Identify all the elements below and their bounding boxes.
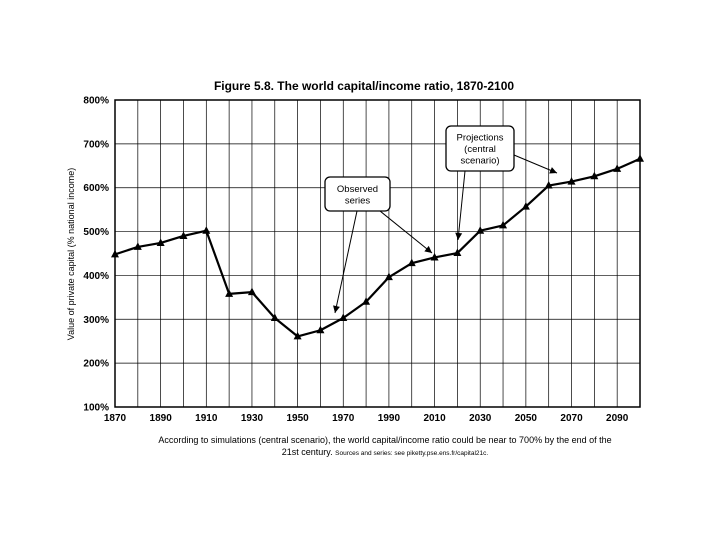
- y-tick-label: 700%: [83, 139, 109, 150]
- arrow-head: [333, 305, 340, 313]
- grid: [115, 100, 640, 407]
- annotation-text: scenario): [460, 156, 499, 167]
- annotation-text: Observed: [337, 184, 378, 195]
- series-point: [179, 231, 188, 239]
- series-point: [521, 202, 530, 210]
- y-tick-label: 800%: [83, 96, 109, 107]
- x-tick-label: 1870: [104, 413, 127, 424]
- x-tick-label: 1890: [150, 413, 173, 424]
- arrow-line: [513, 154, 558, 174]
- series-line: [114, 157, 641, 338]
- series-point: [544, 181, 553, 189]
- series-point: [453, 248, 462, 257]
- chart-title: Figure 5.8. The world capital/income rat…: [214, 79, 514, 93]
- series-point: [567, 177, 576, 185]
- x-tick-label: 2030: [469, 413, 492, 424]
- series-point: [362, 297, 371, 305]
- x-tick-label: 2090: [606, 413, 629, 424]
- plot-frame: [114, 99, 641, 408]
- data-series: [111, 154, 644, 340]
- y-tick-label: 200%: [83, 359, 109, 370]
- x-tick-label: 2010: [423, 413, 446, 424]
- series-point: [247, 287, 256, 296]
- series-point: [293, 331, 302, 340]
- x-tick-label: 1990: [378, 413, 401, 424]
- series-point: [133, 242, 142, 250]
- y-tick-label: 100%: [83, 403, 109, 414]
- arrow-line: [379, 210, 433, 254]
- caption-line-2: 21st century. Sources and series: see pi…: [100, 446, 670, 460]
- y-tick-label: 300%: [83, 315, 109, 326]
- y-tick-label: 400%: [83, 271, 109, 282]
- series-point: [476, 226, 485, 234]
- series-point: [499, 220, 508, 229]
- caption-line-1: According to simulations (central scenar…: [158, 435, 612, 445]
- y-tick-label: 500%: [83, 227, 109, 238]
- series-point: [339, 313, 348, 321]
- arrow-line: [457, 170, 466, 241]
- x-tick-label: 2070: [560, 413, 583, 424]
- annotation-text: series: [345, 195, 371, 206]
- series-point: [384, 272, 393, 281]
- annotations: ObservedseriesProjections(centralscenari…: [324, 125, 558, 314]
- y-tick-label: 600%: [83, 183, 109, 194]
- series-point: [590, 171, 599, 180]
- x-axis: 1870 1890 1910 1930 1950 1970 1990 2010 2030 2050…: [104, 413, 629, 424]
- caption: According to simulations (central scenar…: [100, 434, 670, 460]
- x-tick-label: 1910: [195, 413, 218, 424]
- series-point: [407, 258, 416, 267]
- series-point: [270, 313, 279, 321]
- annotation-text: Projections: [457, 133, 504, 144]
- series-point: [225, 289, 234, 297]
- annotation-box: [324, 176, 391, 212]
- y-axis: 100% 200% 300% 400% 500% 600% 700% 800%: [83, 96, 109, 414]
- series-point: [636, 154, 644, 162]
- x-tick-label: 1970: [332, 413, 355, 424]
- arrow-head: [424, 245, 432, 253]
- arrow-head: [549, 167, 557, 174]
- series-point: [316, 325, 325, 334]
- series-point: [613, 164, 622, 172]
- series-point: [156, 238, 165, 246]
- y-axis-label: Value of private capital (% national inc…: [66, 168, 76, 340]
- x-tick-label: 2050: [515, 413, 538, 424]
- annotation-text: (central: [464, 144, 496, 155]
- x-tick-label: 1950: [286, 413, 309, 424]
- annotation-box: [445, 125, 515, 172]
- series-point: [430, 252, 439, 261]
- caption-line-2-text: 21st century.: [281, 447, 333, 457]
- arrow-line: [334, 210, 358, 314]
- series-point: [202, 226, 211, 234]
- series-point: [111, 249, 119, 258]
- caption-source: Sources and series: see piketty.pse.ens.…: [335, 450, 489, 457]
- arrow-head: [455, 232, 463, 240]
- x-tick-label: 1930: [241, 413, 264, 424]
